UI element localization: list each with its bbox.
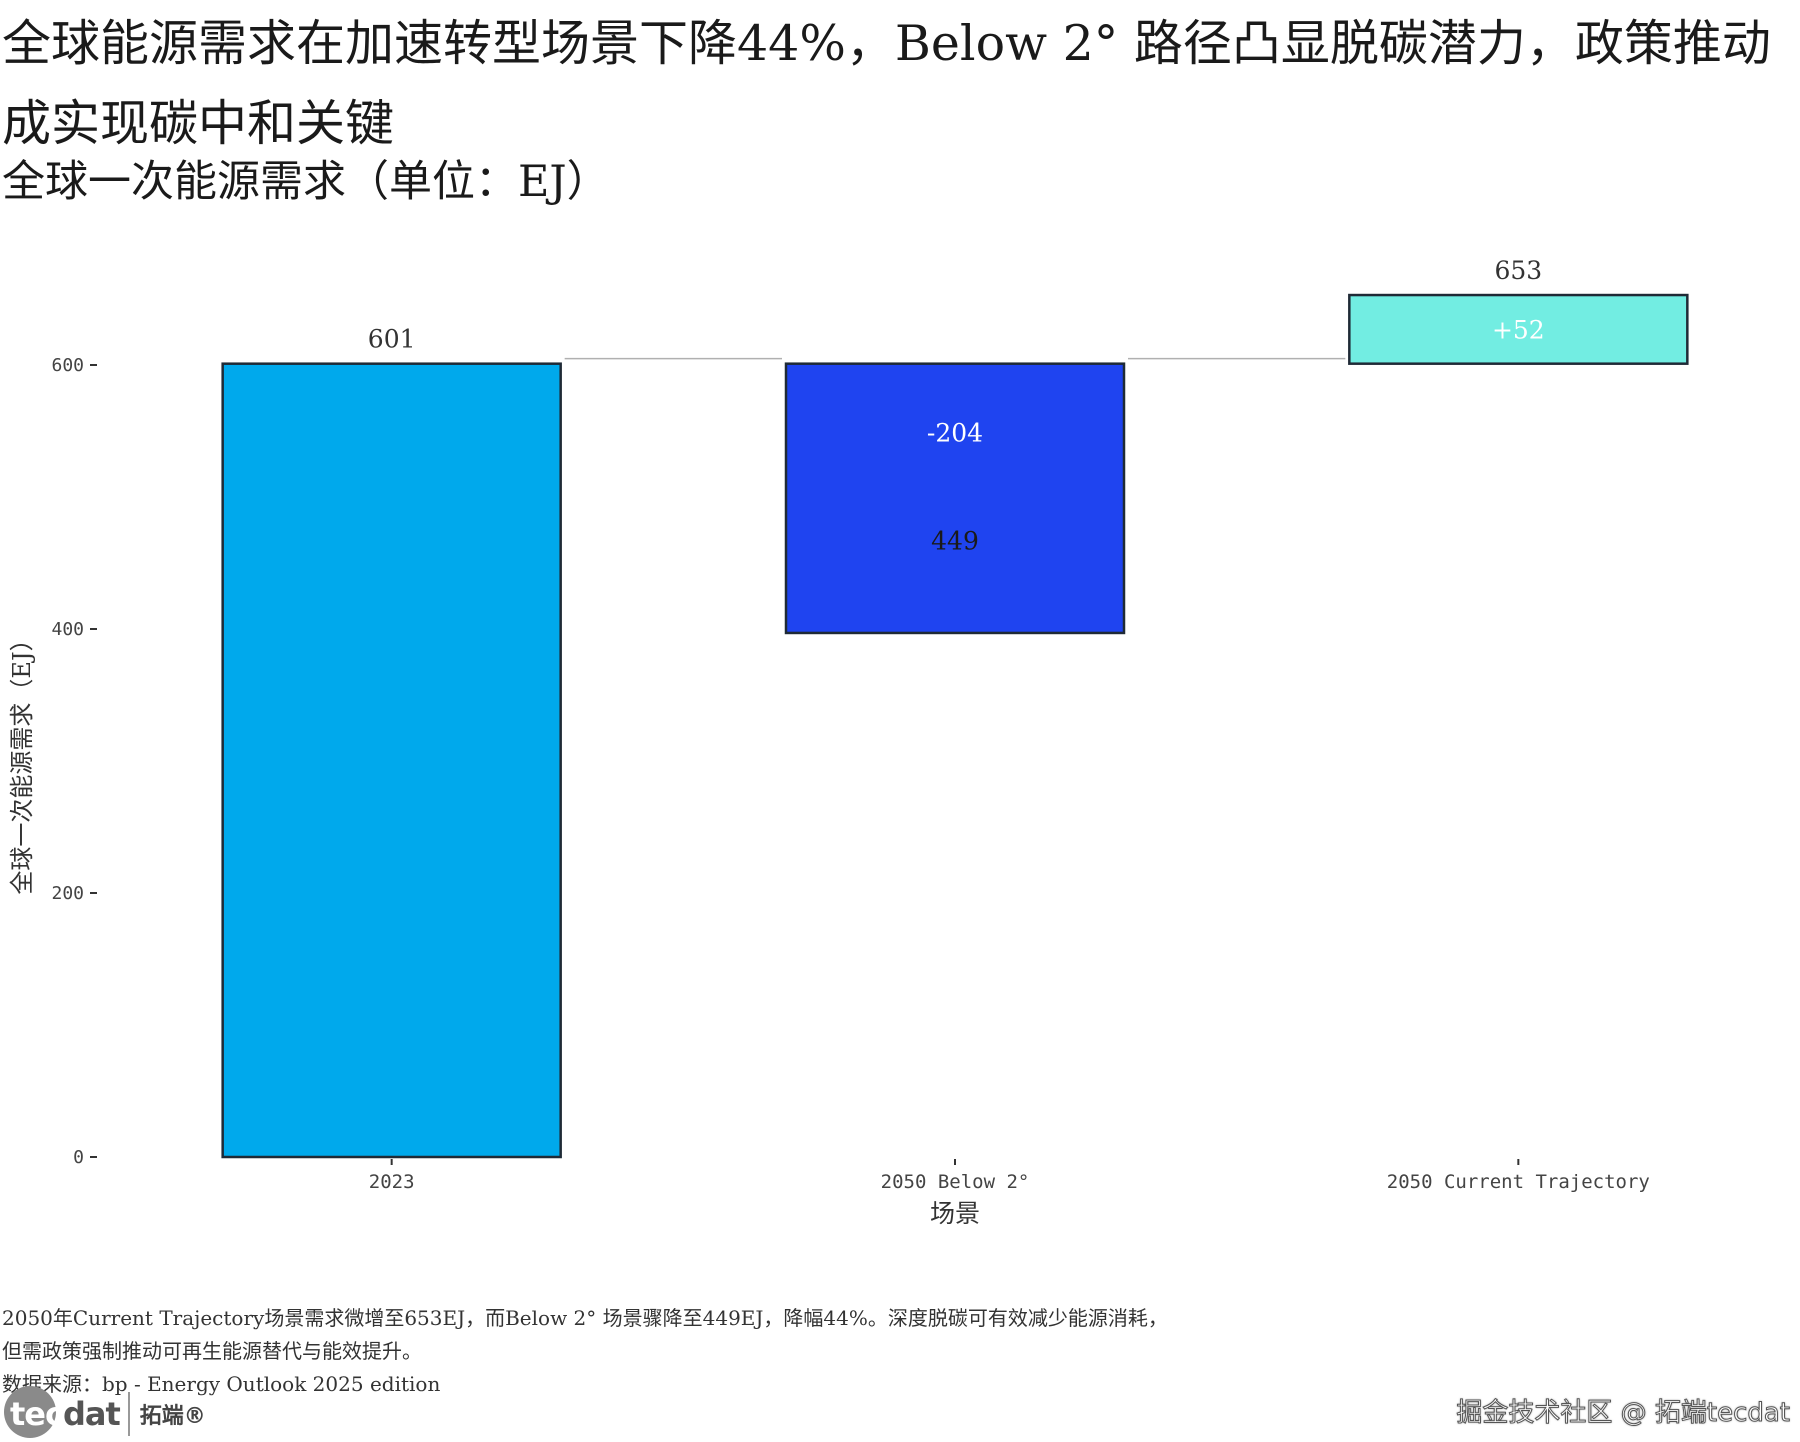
x-tick-label: 2050 Current Trajectory (1387, 1171, 1650, 1193)
tecdat-logo: tecdat 拓端® (4, 1386, 206, 1442)
bar-total-label: 601 (368, 325, 416, 354)
data-source: 数据来源：bp - Energy Outlook 2025 edition (2, 1372, 441, 1396)
waterfall-chart: 0 200 400 600 全球一次能源需求（EJ） 601 2023 -204 449 2050… (8, 256, 1689, 1228)
y-axis-title: 全球一次能源需求（EJ） (8, 627, 36, 894)
y-tick-label: 0 (73, 1147, 84, 1168)
bar-delta-label: +52 (1492, 315, 1545, 344)
logo-wordmark-tec: tec (10, 1395, 64, 1433)
bar-value-label: 449 (931, 527, 979, 556)
y-tick-label: 400 (51, 619, 84, 640)
logo-chinese-name: 拓端® (139, 1404, 206, 1429)
y-tick-label: 600 (51, 355, 84, 376)
x-tick-label: 2023 (369, 1171, 415, 1193)
bar-0 (221, 362, 562, 1159)
bar-total-label: 653 (1494, 256, 1542, 285)
watermark: 掘金技术社区 @ 拓端tecdat (1456, 1398, 1791, 1429)
chart-caption: 2050年Current Trajectory场景需求微增至653EJ，而Bel… (2, 1302, 1602, 1401)
x-tick-label: 2050 Below 2° (881, 1171, 1030, 1193)
chart-title: 全球能源需求在加速转型场景下降44%，Below 2° 路径凸显脱碳潜力，政策推… (2, 15, 1771, 152)
x-axis-title: 场景 (930, 1199, 980, 1228)
caption-line-1: 2050年Current Trajectory场景需求微增至653EJ，而Bel… (2, 1306, 1168, 1330)
bar-1 (784, 362, 1126, 635)
chart-subtitle: 全球一次能源需求（单位：EJ） (2, 157, 610, 207)
logo-circle-icon (4, 1386, 56, 1438)
y-tick-label: 200 (51, 883, 84, 904)
logo-divider (127, 1392, 130, 1436)
logo-wordmark: tecdat (4, 1395, 121, 1433)
bar-delta-label: -204 (927, 419, 983, 448)
logo-wordmark-dat: dat (62, 1395, 121, 1433)
caption-line-2: 但需政策强制推动可再生能源替代与能效提升。 (2, 1339, 422, 1363)
bar-2 (1348, 293, 1689, 365)
